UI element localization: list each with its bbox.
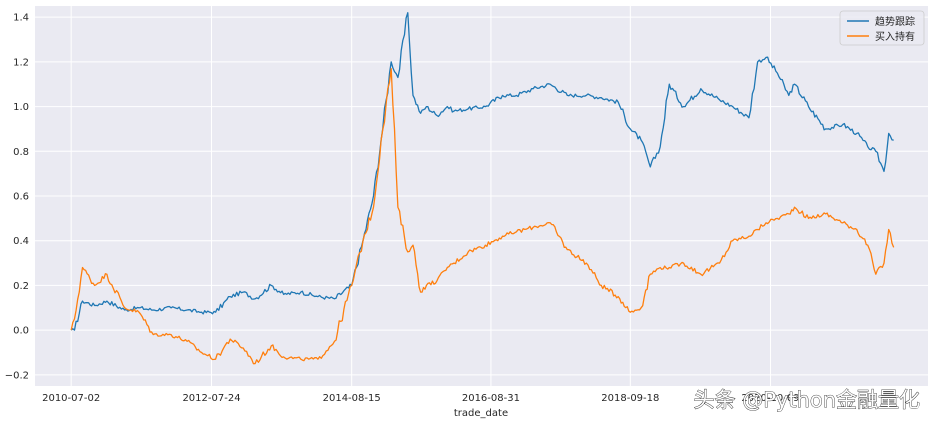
legend-label-trend: 趋势跟踪 xyxy=(875,15,915,28)
x-tick-label: 2018-09-18 xyxy=(601,393,659,404)
y-tick-label: −0.2 xyxy=(5,370,29,381)
watermark: 头条 @Python金融量化 xyxy=(694,388,920,412)
x-axis-label: trade_date xyxy=(454,408,508,419)
x-tick-label: 2016-08-31 xyxy=(462,393,520,404)
y-tick-label: 0.4 xyxy=(13,236,29,247)
y-tick-label: 0.8 xyxy=(13,147,29,158)
x-axis: 2010-07-02 2012-07-24 2014-08-15 2016-08-31… xyxy=(42,393,799,404)
y-tick-label: 1.4 xyxy=(13,13,29,24)
y-tick-label: 0.0 xyxy=(13,326,29,337)
legend: 趋势跟踪 买入持有 xyxy=(839,10,925,46)
series-line-buy-and-hold xyxy=(70,67,895,365)
series-layer xyxy=(70,12,895,365)
y-tick-label: 0.2 xyxy=(13,281,29,292)
y-tick-label: 1.2 xyxy=(13,57,29,68)
x-tick-label: 2014-08-15 xyxy=(323,393,381,404)
legend-label-buyhold: 买入持有 xyxy=(875,30,915,43)
x-tick-label: 2010-07-02 xyxy=(42,393,100,404)
x-tick-label: 2012-07-24 xyxy=(182,393,240,404)
y-axis: −0.2 0.0 0.2 0.4 0.6 0.8 1.0 1.2 1.4 xyxy=(5,13,29,382)
grid xyxy=(35,6,928,386)
series-line-trend-following xyxy=(70,12,894,331)
y-tick-label: 0.6 xyxy=(13,192,29,203)
x-tick-label: 2020-10-09 xyxy=(741,393,799,404)
y-tick-label: 1.0 xyxy=(13,102,29,113)
